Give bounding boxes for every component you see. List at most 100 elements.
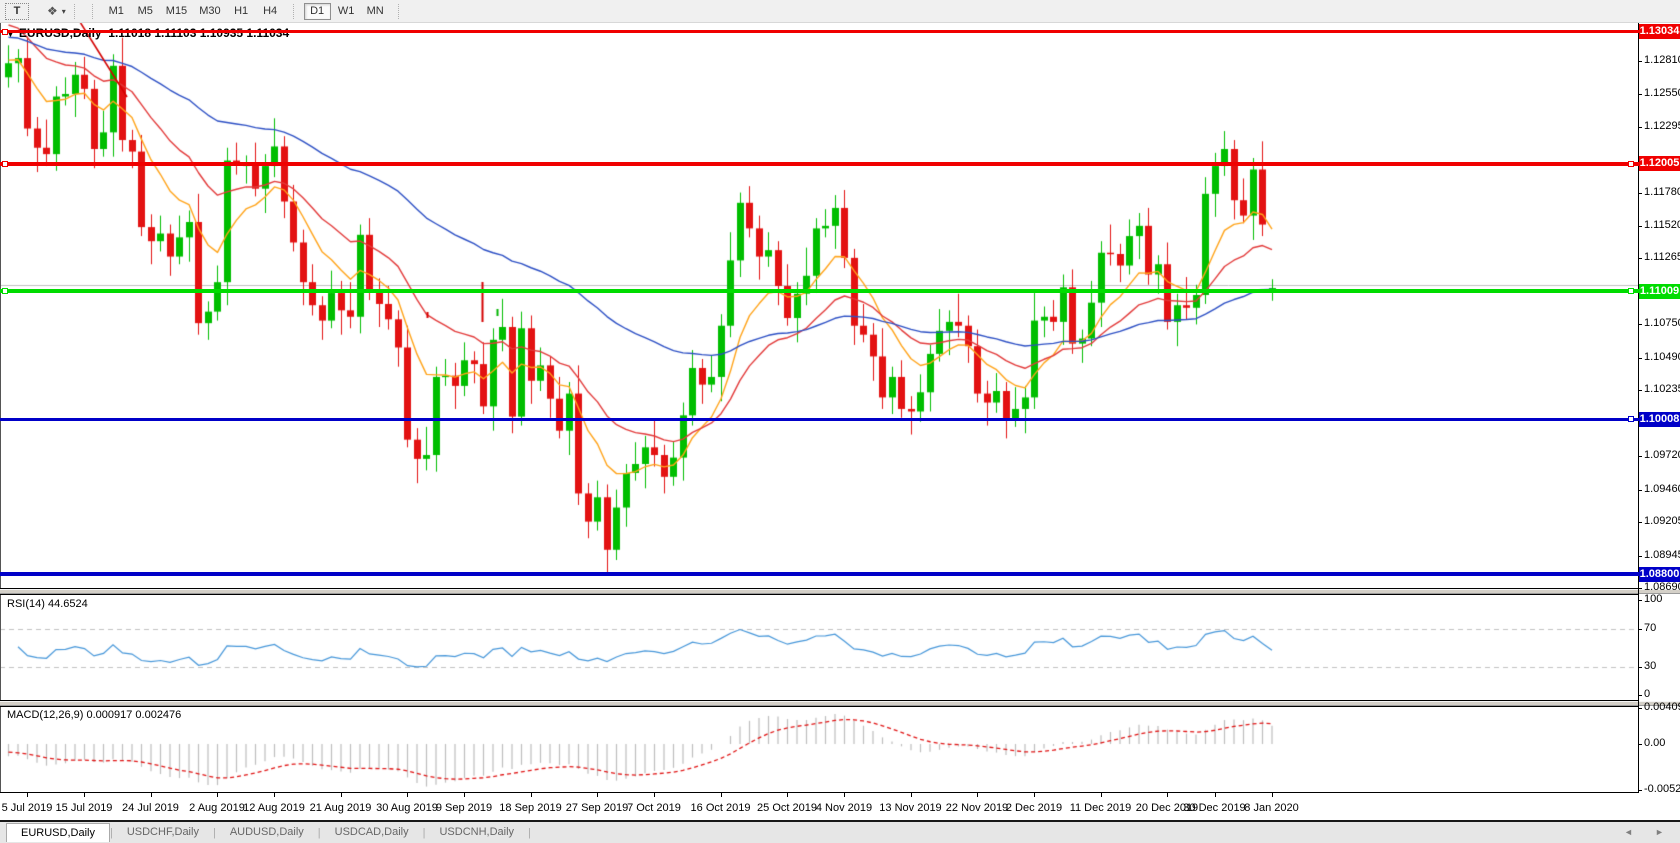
rsi-tick-mark xyxy=(1638,628,1642,630)
price-horizontal-line[interactable] xyxy=(0,161,1639,166)
rsi-tick-label: 30 xyxy=(1644,659,1657,672)
tabbar-separator-line xyxy=(0,820,1680,822)
price-horizontal-line[interactable] xyxy=(0,30,1639,34)
panel-divider[interactable] xyxy=(0,589,1680,594)
chart-tab-usdcnh[interactable]: USDCNH,Daily xyxy=(439,826,515,838)
text-tool-button[interactable]: T xyxy=(5,2,29,20)
tab-separator: | xyxy=(528,826,531,839)
price-tick-mark xyxy=(1638,258,1642,260)
price-badge: 1.11009 xyxy=(1639,283,1680,299)
price-tick-mark xyxy=(1638,60,1642,62)
rsi-panel-top-border xyxy=(0,594,1639,595)
line-anchor-handle[interactable] xyxy=(1628,288,1634,295)
price-tick-mark xyxy=(1638,192,1642,194)
date-label: 8 Jan 2020 xyxy=(1244,802,1299,814)
chart-tab-audusd[interactable]: AUDUSD,Daily xyxy=(229,826,304,838)
price-chart-canvas[interactable] xyxy=(0,0,1638,820)
tab-scroll-right-icon[interactable]: ► xyxy=(1655,827,1664,837)
price-badge: 1.10008 xyxy=(1639,411,1680,427)
date-tick-mark xyxy=(464,793,465,797)
date-tick-mark xyxy=(84,793,85,797)
price-tick-mark xyxy=(1638,588,1642,590)
tab-separator: | xyxy=(422,826,426,839)
price-tick-label: 1.11520 xyxy=(1644,218,1680,231)
date-label: 22 Nov 2019 xyxy=(945,802,1009,814)
line-anchor-handle[interactable] xyxy=(1628,160,1634,167)
macd-panel-bottom-border xyxy=(0,792,1639,793)
date-tick-mark xyxy=(910,793,912,797)
macd-indicator-label: MACD(12,26,9) 0.000917 0.002476 xyxy=(7,709,182,721)
price-tick-label: 1.11780 xyxy=(1644,185,1680,198)
timeframe-button-h4[interactable]: H4 xyxy=(257,3,284,20)
chart-tab-usdchf[interactable]: USDCHF,Daily xyxy=(126,826,199,838)
chart-left-border xyxy=(0,22,1,792)
price-tick-label: 1.09460 xyxy=(1644,482,1680,495)
macd-tick-label: -0.005273 xyxy=(1644,783,1680,796)
timeframe-button-m15[interactable]: M15 xyxy=(161,3,192,20)
rsi-tick-mark xyxy=(1638,666,1642,668)
price-tick-label: 1.08945 xyxy=(1644,548,1680,561)
price-horizontal-line[interactable] xyxy=(0,572,1639,577)
price-tick-label: 1.10490 xyxy=(1644,350,1680,363)
date-tick-mark xyxy=(787,793,788,797)
date-tick-mark xyxy=(1271,793,1273,797)
price-tick-label: 1.11265 xyxy=(1644,251,1680,264)
timeframe-button-w1[interactable]: W1 xyxy=(333,3,360,20)
date-label: 2 Dec 2019 xyxy=(1005,802,1063,814)
chart-tab-eurusd[interactable]: EURUSD,Daily xyxy=(6,823,110,842)
price-tick-label: 1.10235 xyxy=(1644,383,1680,396)
line-anchor-handle[interactable] xyxy=(2,160,8,167)
price-horizontal-line[interactable] xyxy=(0,289,1639,294)
line-anchor-handle[interactable] xyxy=(1628,416,1634,423)
date-label: 24 Jul 2019 xyxy=(122,802,179,814)
date-label: 11 Dec 2019 xyxy=(1069,802,1132,814)
price-tick-mark xyxy=(1638,489,1642,491)
date-label: 12 Aug 2019 xyxy=(243,802,305,814)
date-tick-mark xyxy=(720,793,722,797)
price-tick-label: 1.09205 xyxy=(1644,515,1680,528)
price-tick-label: 1.12550 xyxy=(1644,86,1680,99)
panel-divider[interactable] xyxy=(0,701,1680,706)
timeframe-button-m5[interactable]: M5 xyxy=(132,3,159,20)
date-label: 2 Aug 2019 xyxy=(189,802,245,814)
date-label: 13 Nov 2019 xyxy=(879,802,942,814)
macd-tick-mark xyxy=(1638,708,1642,710)
rsi-tick-mark xyxy=(1638,695,1642,696)
chart-tab-bar: EURUSD,Daily | USDCHF,Daily | AUDUSD,Daily | U… xyxy=(0,822,1680,843)
line-anchor-handle[interactable] xyxy=(2,288,8,295)
line-anchor-handle[interactable] xyxy=(2,28,8,35)
price-tick-label: 1.10750 xyxy=(1644,317,1680,330)
date-tick-mark xyxy=(844,793,845,797)
date-tick-mark xyxy=(407,793,408,797)
timeframe-button-h1[interactable]: H1 xyxy=(228,3,255,20)
date-tick-mark xyxy=(1034,793,1035,797)
date-tick-mark xyxy=(597,793,598,797)
date-label: 16 Oct 2019 xyxy=(690,802,751,814)
price-horizontal-line[interactable] xyxy=(0,417,1639,421)
timeframe-button-d1[interactable]: D1 xyxy=(303,2,331,20)
date-tick-mark xyxy=(27,793,28,797)
tab-scroll-left-icon[interactable]: ◄ xyxy=(1624,827,1633,837)
rsi-tick-label: 70 xyxy=(1644,621,1657,634)
chart-tab-usdcad[interactable]: USDCAD,Daily xyxy=(334,826,409,838)
date-tick-mark xyxy=(1100,793,1102,797)
date-label: 18 Sep 2019 xyxy=(499,802,562,814)
date-tick-mark xyxy=(530,793,532,797)
rsi-tick-mark xyxy=(1638,600,1642,601)
timeframe-button-mn[interactable]: MN xyxy=(362,3,389,20)
symbol-dropdown-icon[interactable]: ▼ xyxy=(6,29,15,39)
date-label: 20 Dec 2019 xyxy=(1135,802,1199,814)
timeframe-toolbar: M1 M5 M15 M30 H1 H4 D1 W1 MN xyxy=(84,2,408,20)
tab-separator: | xyxy=(109,826,113,839)
price-tick-mark xyxy=(1638,93,1642,95)
crosshair-pointer-icon[interactable]: ❖ xyxy=(47,4,58,18)
timeframe-button-m30[interactable]: M30 xyxy=(194,3,225,20)
timeframe-button-m1[interactable]: M1 xyxy=(103,3,130,20)
price-badge: 1.13034 xyxy=(1639,24,1680,40)
date-label: 30 Aug 2019 xyxy=(376,802,438,814)
price-badge: 1.12005 xyxy=(1639,156,1680,172)
price-tick-mark xyxy=(1638,555,1642,557)
date-label: 27 Sep 2019 xyxy=(565,802,629,814)
chevron-down-icon[interactable]: ▾ xyxy=(61,6,66,16)
